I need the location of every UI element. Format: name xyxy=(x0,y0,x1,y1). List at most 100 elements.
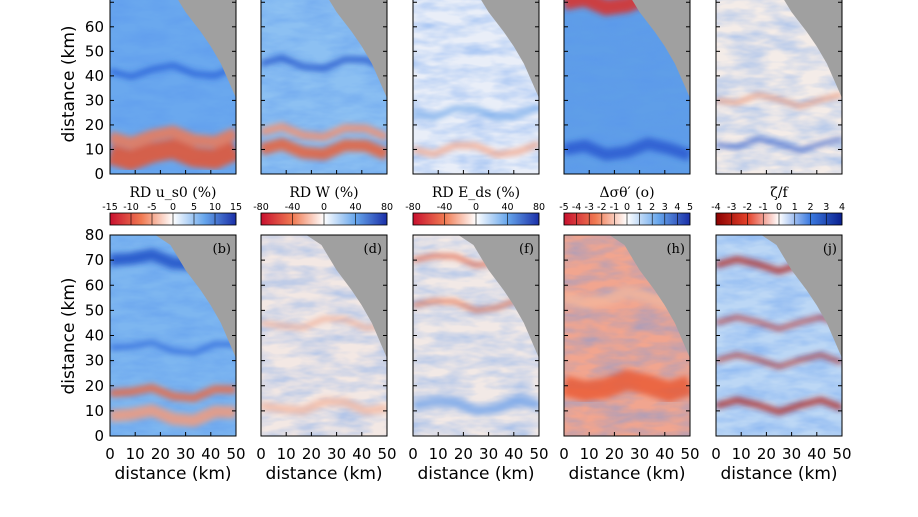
x-tick-label: 20 xyxy=(454,445,473,463)
x-tick-label: 50 xyxy=(832,445,851,463)
map-panel: (b) xyxy=(109,234,237,437)
y-tick-label: 0 xyxy=(94,165,104,183)
x-tick-label: 20 xyxy=(757,445,776,463)
colorbar-tick-label: 2 xyxy=(807,202,813,213)
colorbar-tick-label: -40 xyxy=(437,202,453,213)
colorbar-tick-label: -2 xyxy=(597,202,606,213)
x-tick-label: 20 xyxy=(151,445,170,463)
panel-label: (j) xyxy=(823,242,837,257)
map-panel: (h) xyxy=(563,234,691,437)
x-tick-label: 0 xyxy=(559,445,569,463)
field-feature xyxy=(716,93,842,108)
y-tick-label: 60 xyxy=(85,276,104,294)
colorbar-tick-label: 1 xyxy=(637,202,643,213)
map-panel xyxy=(412,0,540,175)
panels-layer: (b) (d) (f) (h) (j) xyxy=(109,0,843,437)
field-feature xyxy=(564,137,690,162)
field-feature xyxy=(261,397,387,416)
colorbar-title: RD E_ds (%) xyxy=(432,185,520,201)
y-tick-label: 10 xyxy=(85,140,104,158)
map-panel: (d) xyxy=(260,234,388,437)
x-tick-label: 50 xyxy=(529,445,548,463)
x-tick-label: 40 xyxy=(201,445,220,463)
colorbar-tick-label: -80 xyxy=(253,202,269,213)
land-mask xyxy=(784,0,842,98)
field-feature xyxy=(413,104,539,121)
panel-label: (b) xyxy=(213,242,231,257)
field-feature xyxy=(261,316,387,331)
colorbar-tick-label: 5 xyxy=(191,202,197,213)
field-feature xyxy=(716,315,842,332)
x-tick-label: 40 xyxy=(504,445,523,463)
colorbar-tick-label: 0 xyxy=(776,202,782,213)
map-panel xyxy=(260,0,388,175)
x-tick-label: 30 xyxy=(176,445,195,463)
colorbar-tick-label: 40 xyxy=(349,202,361,213)
x-axis-label: distance (km) xyxy=(114,464,231,484)
y-tick-label: 0 xyxy=(94,427,104,445)
field-feature xyxy=(716,136,842,153)
x-tick-label: 40 xyxy=(352,445,371,463)
map-panel xyxy=(715,0,843,175)
y-axis-label: distance (km) xyxy=(59,25,79,142)
land-mask xyxy=(761,235,842,359)
y-tick-label: 40 xyxy=(85,327,104,345)
field-feature xyxy=(110,339,236,356)
colorbar-tick-label: -5 xyxy=(559,202,568,213)
field-feature xyxy=(110,125,236,150)
y-tick-label: 30 xyxy=(85,352,104,370)
colorbar-tick-label: 1 xyxy=(792,202,798,213)
x-tick-label: 20 xyxy=(302,445,321,463)
colorbar-tick-label: -3 xyxy=(727,202,736,213)
colorbar-tick-label: -2 xyxy=(743,202,752,213)
colorbar-tick-label: 15 xyxy=(230,202,242,213)
panel-label: (f) xyxy=(519,242,534,257)
land-mask xyxy=(481,0,539,98)
colorbar-tick-label: -5 xyxy=(147,202,156,213)
panel-frame xyxy=(715,0,843,175)
colorbar-tick-label: 3 xyxy=(823,202,829,213)
colorbar-tick-label: 0 xyxy=(170,202,176,213)
colorbar-tick-label: -4 xyxy=(572,202,581,213)
y-tick-label: 80 xyxy=(85,226,104,244)
y-tick-label: 20 xyxy=(85,116,104,134)
map-panel xyxy=(563,0,691,175)
colorbar-tick-label: 80 xyxy=(533,202,545,213)
x-tick-label: 40 xyxy=(655,445,674,463)
colorbar-tick-label: 2 xyxy=(649,202,655,213)
x-tick-label: 10 xyxy=(429,445,448,463)
colorbar-tick-label: -10 xyxy=(123,202,139,213)
colorbar-title: ζ/f xyxy=(770,185,789,201)
x-tick-label: 0 xyxy=(711,445,721,463)
field-feature xyxy=(716,396,842,416)
land-mask xyxy=(178,0,236,98)
colorbar-tick-label: -15 xyxy=(102,202,118,213)
field-feature xyxy=(110,138,236,171)
colorbar-title: RD u_s0 (%) xyxy=(129,185,216,201)
land-mask xyxy=(306,235,387,359)
x-tick-label: 10 xyxy=(126,445,145,463)
field-feature xyxy=(261,54,387,72)
field-feature xyxy=(110,404,236,427)
map-panel: (j) xyxy=(715,234,843,437)
colorbar-tick-label: 0 xyxy=(624,202,630,213)
field-feature xyxy=(413,394,539,417)
land-mask xyxy=(155,235,236,359)
colorbar-tick-label: 40 xyxy=(501,202,513,213)
field-feature xyxy=(110,62,236,81)
x-tick-label: 30 xyxy=(479,445,498,463)
colorbar-tick-label: -3 xyxy=(584,202,593,213)
colorbar-tick-label: 3 xyxy=(662,202,668,213)
x-axis-label: distance (km) xyxy=(265,464,382,484)
x-tick-label: 50 xyxy=(226,445,245,463)
x-tick-label: 0 xyxy=(105,445,115,463)
x-axis-label: distance (km) xyxy=(568,464,685,484)
colorbar-tick-label: 5 xyxy=(687,202,693,213)
land-mask xyxy=(609,235,690,359)
y-tick-label: 70 xyxy=(85,251,104,269)
x-tick-label: 0 xyxy=(256,445,266,463)
colorbar-tick-label: 0 xyxy=(473,202,479,213)
map-panel: (f) xyxy=(412,234,540,437)
